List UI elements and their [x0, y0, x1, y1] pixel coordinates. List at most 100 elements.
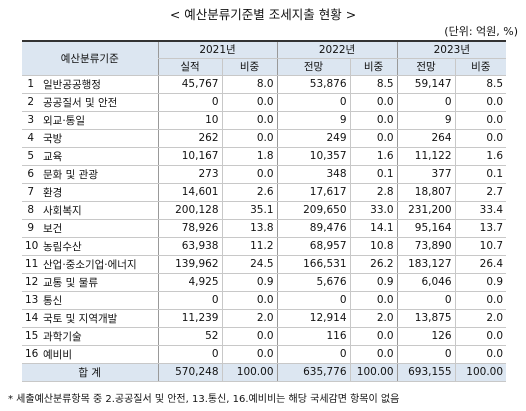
row-name: 외교·통일: [40, 111, 158, 130]
cell: 10: [157, 111, 222, 130]
row: 7 환경 14,601 2.6 17,617 2.8 18,807 2.7: [22, 183, 507, 202]
cell: 262: [157, 129, 222, 148]
cell: 0: [157, 93, 222, 112]
cell: 0: [157, 345, 222, 364]
cell: 17,617: [276, 183, 351, 202]
cell: 0: [157, 291, 222, 310]
cell: 166,531: [276, 255, 351, 274]
cell: 0.0: [221, 291, 278, 310]
cell: 11,239: [157, 309, 222, 328]
row: 1 일반공공행정 45,767 8.0 53,876 8.5 59,147 8.5: [22, 75, 507, 94]
row: 12 교통 및 물류 4,925 0.9 5,676 0.9 6,046 0.9: [22, 273, 507, 292]
row-name: 환경: [40, 183, 158, 202]
cell: 0.0: [221, 345, 278, 364]
cell: 348: [276, 165, 351, 184]
cell: 12,914: [276, 309, 351, 328]
cell: 59,147: [396, 75, 456, 94]
row-name: 국토 및 지역개발: [40, 309, 158, 328]
row: 2 공공질서 및 안전 0 0.0 0 0.0 0 0.0: [22, 93, 507, 112]
cell: 200,128: [157, 201, 222, 220]
cell: 249: [276, 129, 351, 148]
cell: 1.6: [454, 147, 507, 166]
cell: 13.7: [454, 219, 507, 238]
cell: 116: [276, 327, 351, 346]
cell: 0.0: [221, 327, 278, 346]
row: 13 통신 0 0.0 0 0.0 0 0.0: [22, 291, 507, 310]
row-number: 8: [22, 201, 40, 220]
cell: 8.5: [454, 75, 507, 94]
cell: 11,122: [396, 147, 456, 166]
cell: 4,925: [157, 273, 222, 292]
cell: 1.6: [349, 147, 398, 166]
cell: 264: [396, 129, 456, 148]
header-sub: 비중: [454, 58, 507, 76]
cell: 209,650: [276, 201, 351, 220]
title: < 예산분류기준별 조세지출 현황 >: [169, 7, 357, 22]
row-number: 15: [22, 327, 40, 346]
row-name: 보건: [40, 219, 158, 238]
cell: 0.0: [454, 111, 507, 130]
cell: 1.8: [221, 147, 278, 166]
row-name: 일반공공행정: [40, 75, 158, 94]
row-number: 12: [22, 273, 40, 292]
row: 4 국방 262 0.0 249 0.0 264 0.0: [22, 129, 507, 148]
cell: 26.4: [454, 255, 507, 274]
cell: 0.0: [221, 111, 278, 130]
unit: (단위: 억원, %): [444, 25, 518, 38]
cell: 0.0: [349, 111, 398, 130]
cell: 0.0: [349, 327, 398, 346]
header-sub: 전망: [276, 58, 351, 76]
row-name: 사회복지: [40, 201, 158, 220]
cell: 14.1: [349, 219, 398, 238]
cell: 0.0: [221, 129, 278, 148]
total-label: 합 계: [22, 363, 158, 382]
cell: 0.9: [221, 273, 278, 292]
cell: 0.1: [349, 165, 398, 184]
row-number: 7: [22, 183, 40, 202]
cell: 95,164: [396, 219, 456, 238]
cell: 0.0: [454, 129, 507, 148]
cell: 0: [276, 291, 351, 310]
row-name: 교통 및 물류: [40, 273, 158, 292]
header-sub: 비중: [349, 58, 398, 76]
cell: 0.0: [349, 129, 398, 148]
row-name: 산업·중소기업·에너지: [40, 255, 158, 274]
cell: 0.0: [349, 291, 398, 310]
cell: 0.1: [454, 165, 507, 184]
cell: 5,676: [276, 273, 351, 292]
row-number: 14: [22, 309, 40, 328]
row: 10 농림수산 63,938 11.2 68,957 10.8 73,890 10.7: [22, 237, 507, 256]
cell: 10,167: [157, 147, 222, 166]
cell: 139,962: [157, 255, 222, 274]
cell: 570,248: [157, 363, 222, 382]
cell: 0.9: [349, 273, 398, 292]
cell: 635,776: [276, 363, 351, 382]
cell: 0.0: [454, 327, 507, 346]
row: 14 국토 및 지역개발 11,239 2.0 12,914 2.0 13,875 2.0: [22, 309, 507, 328]
cell: 100.00: [221, 363, 278, 382]
cell: 2.0: [221, 309, 278, 328]
cell: 45,767: [157, 75, 222, 94]
cell: 0: [396, 93, 456, 112]
row-name: 과학기술: [40, 327, 158, 346]
cell: 0: [276, 93, 351, 112]
header-sub: 실적: [157, 58, 222, 76]
row: 16 예비비 0 0.0 0 0.0 0 0.0: [22, 345, 507, 364]
cell: 377: [396, 165, 456, 184]
cell: 273: [157, 165, 222, 184]
cell: 6,046: [396, 273, 456, 292]
cell: 11.2: [221, 237, 278, 256]
cell: 2.6: [221, 183, 278, 202]
cell: 0.0: [349, 93, 398, 112]
cell: 2.0: [349, 309, 398, 328]
cell: 13,875: [396, 309, 456, 328]
row: 11 산업·중소기업·에너지 139,962 24.5 166,531 26.2 183,1…: [22, 255, 507, 274]
row-number: 10: [22, 237, 40, 256]
total-row: 합 계 570,248 100.00 635,776 100.00 693,155 100.…: [22, 363, 507, 382]
cell: 53,876: [276, 75, 351, 94]
cell: 100.00: [454, 363, 507, 382]
header-category: 예산분류기준: [22, 41, 158, 76]
cell: 8.5: [349, 75, 398, 94]
header-year: 2021년: [157, 41, 278, 59]
